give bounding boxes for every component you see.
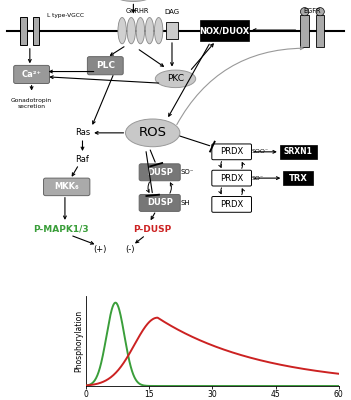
Ellipse shape (145, 18, 154, 44)
FancyBboxPatch shape (280, 144, 317, 159)
FancyBboxPatch shape (139, 194, 180, 212)
FancyBboxPatch shape (200, 20, 249, 41)
FancyBboxPatch shape (33, 17, 39, 45)
FancyBboxPatch shape (283, 171, 313, 186)
Text: Gonadotropin
secretion: Gonadotropin secretion (11, 98, 52, 109)
FancyBboxPatch shape (14, 66, 49, 84)
Text: (-): (-) (125, 245, 135, 254)
Text: P-DUSP: P-DUSP (134, 225, 172, 234)
Text: EGFR: EGFR (304, 8, 321, 14)
Ellipse shape (155, 70, 196, 88)
Ellipse shape (154, 18, 163, 44)
Text: MKK₆: MKK₆ (54, 182, 79, 191)
FancyBboxPatch shape (212, 170, 251, 186)
Ellipse shape (136, 18, 145, 44)
Text: DAG: DAG (164, 10, 180, 16)
Ellipse shape (126, 119, 180, 147)
Text: DUSP: DUSP (147, 168, 173, 177)
Text: TRX: TRX (289, 174, 308, 183)
FancyBboxPatch shape (300, 15, 309, 47)
Text: Ras: Ras (75, 128, 90, 137)
Text: PKC: PKC (167, 74, 184, 83)
Text: Ca²⁺: Ca²⁺ (22, 70, 41, 79)
FancyBboxPatch shape (166, 22, 178, 39)
Ellipse shape (127, 18, 135, 44)
Ellipse shape (300, 8, 309, 16)
FancyBboxPatch shape (20, 17, 27, 45)
Text: (+): (+) (93, 245, 107, 254)
Text: GnRHR: GnRHR (126, 8, 149, 14)
FancyBboxPatch shape (139, 164, 180, 181)
Text: PRDX: PRDX (220, 174, 243, 183)
FancyBboxPatch shape (212, 196, 251, 212)
Text: SH: SH (180, 200, 190, 206)
Text: SRXN1: SRXN1 (284, 147, 313, 156)
FancyBboxPatch shape (316, 15, 324, 47)
Text: PRDX: PRDX (220, 200, 243, 209)
Text: L type-VGCC: L type-VGCC (47, 12, 84, 18)
FancyBboxPatch shape (87, 57, 123, 75)
Ellipse shape (118, 18, 126, 44)
Text: SOO⁻: SOO⁻ (252, 149, 269, 154)
Text: NOX/DUOX: NOX/DUOX (199, 26, 250, 35)
Y-axis label: Phosphorylation: Phosphorylation (74, 310, 83, 372)
Text: SO⁻: SO⁻ (252, 176, 264, 181)
Text: SO⁻: SO⁻ (180, 169, 193, 175)
Text: PLC: PLC (96, 61, 115, 70)
FancyBboxPatch shape (212, 144, 251, 160)
Text: P-MAPK1/3: P-MAPK1/3 (34, 225, 89, 234)
Ellipse shape (316, 8, 324, 16)
Text: DUSP: DUSP (147, 198, 173, 208)
Ellipse shape (111, 0, 156, 2)
Text: PRDX: PRDX (220, 147, 243, 156)
FancyBboxPatch shape (44, 178, 90, 196)
Text: Raf: Raf (75, 155, 90, 164)
Text: ROS: ROS (139, 126, 167, 139)
